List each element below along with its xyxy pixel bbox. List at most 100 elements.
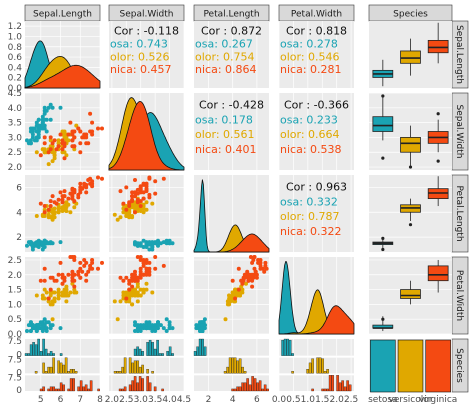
histogram-bar-versicolor	[308, 362, 312, 374]
histogram-bar-virginica	[42, 386, 45, 392]
scatter-point-virginica	[50, 141, 55, 146]
column-header-label: Sepal.Width	[120, 10, 174, 20]
scatter-point-setosa	[156, 243, 160, 248]
histogram-bar-versicolor	[236, 360, 239, 374]
x-tick-label: 3.5	[148, 395, 162, 405]
histogram-bar-virginica	[133, 376, 137, 392]
histogram-bar-versicolor	[57, 360, 60, 374]
boxplot-outlier-virginica	[436, 159, 440, 163]
scatter-point-versicolor	[62, 287, 67, 292]
scatter-point-virginica	[138, 266, 143, 271]
scatter-point-virginica	[141, 181, 146, 186]
scatter-point-virginica	[141, 260, 146, 265]
scatter-point-versicolor	[133, 287, 137, 292]
scatter-point-virginica	[76, 269, 81, 274]
scatter-point-virginica	[58, 190, 63, 195]
scatter-point-versicolor	[50, 210, 55, 215]
scatter-point-setosa	[30, 132, 35, 137]
scatter-point-virginica	[48, 204, 53, 208]
histogram-bar-setosa	[136, 346, 139, 356]
histogram-bar-setosa	[201, 338, 204, 356]
x-tick-label: 3.0	[134, 395, 149, 405]
scatter-point-virginica	[138, 204, 143, 208]
histogram-bar-versicolor	[123, 357, 127, 374]
scatter-point-virginica	[54, 147, 59, 152]
scatter-point-virginica	[252, 266, 257, 271]
scatter-point-setosa	[141, 238, 146, 243]
scatter-point-virginica	[138, 255, 143, 259]
scatter-point-virginica	[56, 197, 61, 202]
boxplot-outlier-setosa	[381, 94, 385, 98]
scatter-point-setosa	[133, 240, 137, 245]
scatter-point-virginica	[130, 197, 135, 202]
facet-background	[279, 339, 354, 356]
scatter-point-versicolor	[130, 287, 135, 292]
histogram-bar-virginica	[241, 382, 244, 392]
scatter-point-virginica	[60, 138, 65, 143]
histogram-bar-setosa	[59, 353, 63, 356]
correlation-versicolor: olor: 0.546	[280, 50, 340, 63]
scatter-point-virginica	[141, 258, 146, 262]
row-header-label: Sepal.Width	[454, 105, 464, 159]
scatter-point-virginica	[58, 260, 63, 265]
histogram-bar-virginica	[148, 382, 152, 392]
facet-background	[109, 357, 184, 374]
histogram-bar-virginica	[153, 386, 157, 392]
scatter-point-virginica	[246, 275, 251, 280]
scatter-point-virginica	[46, 296, 51, 301]
histogram-bar-versicolor	[49, 366, 53, 374]
scatter-point-setosa	[158, 241, 163, 246]
y-tick-label: 2.5	[8, 148, 22, 158]
scatter-point-versicolor	[135, 281, 140, 286]
scatter-point-versicolor	[244, 281, 248, 286]
scatter-point-setosa	[170, 326, 175, 331]
histogram-bar-virginica	[146, 376, 149, 392]
scatter-point-virginica	[56, 272, 61, 277]
scatter-point-versicolor	[115, 217, 120, 222]
histogram-bar-setosa	[39, 351, 43, 356]
scatter-point-versicolor	[34, 214, 39, 218]
scatter-point-virginica	[84, 272, 89, 277]
correlation-versicolor: olor: 0.754	[195, 50, 255, 63]
scatter-point-versicolor	[56, 287, 61, 292]
scatter-point-setosa	[200, 326, 205, 331]
scatter-point-virginica	[66, 196, 71, 201]
scatter-point-versicolor	[42, 296, 47, 301]
y-tick-label: 3.0	[8, 133, 23, 143]
scatter-point-virginica	[78, 190, 83, 195]
y-tick-label: 0.5	[8, 315, 22, 325]
histogram-bar-versicolor	[318, 357, 322, 374]
boxplot-outlier-setosa	[381, 156, 385, 160]
scatter-point-virginica	[66, 132, 71, 137]
scatter-point-virginica	[124, 275, 129, 280]
scatter-point-setosa	[58, 240, 63, 245]
scatter-point-versicolor	[50, 150, 55, 155]
scatter-point-virginica	[250, 278, 255, 283]
histogram-bar-setosa	[27, 353, 30, 356]
scatter-point-versicolor	[56, 138, 61, 143]
scatter-point-virginica	[141, 272, 146, 277]
scatter-point-versicolor	[64, 299, 69, 304]
scatter-point-setosa	[32, 126, 37, 131]
histogram-bar-setosa	[166, 351, 169, 356]
facet-background	[279, 375, 354, 391]
y-tick-label: 1.0	[8, 32, 23, 42]
histogram-bar-setosa	[286, 338, 289, 356]
scatter-point-virginica	[250, 260, 255, 265]
scatter-point-virginica	[60, 281, 65, 286]
scatter-point-virginica	[60, 141, 65, 146]
scatter-point-virginica	[130, 275, 135, 280]
scatter-point-virginica	[84, 278, 89, 283]
histogram-bar-virginica	[243, 382, 247, 392]
histogram-bar-versicolor	[62, 364, 65, 374]
scatter-point-setosa	[42, 317, 47, 322]
scatter-point-setosa	[150, 326, 155, 331]
scatter-point-virginica	[264, 266, 269, 271]
scatter-point-virginica	[78, 260, 83, 265]
histogram-bar-virginica	[233, 388, 237, 392]
histogram-bar-setosa	[198, 338, 202, 356]
histogram-bar-virginica	[67, 388, 70, 392]
scatter-point-virginica	[147, 266, 152, 271]
scatter-point-virginica	[84, 260, 89, 265]
histogram-bar-versicolor	[223, 371, 227, 374]
